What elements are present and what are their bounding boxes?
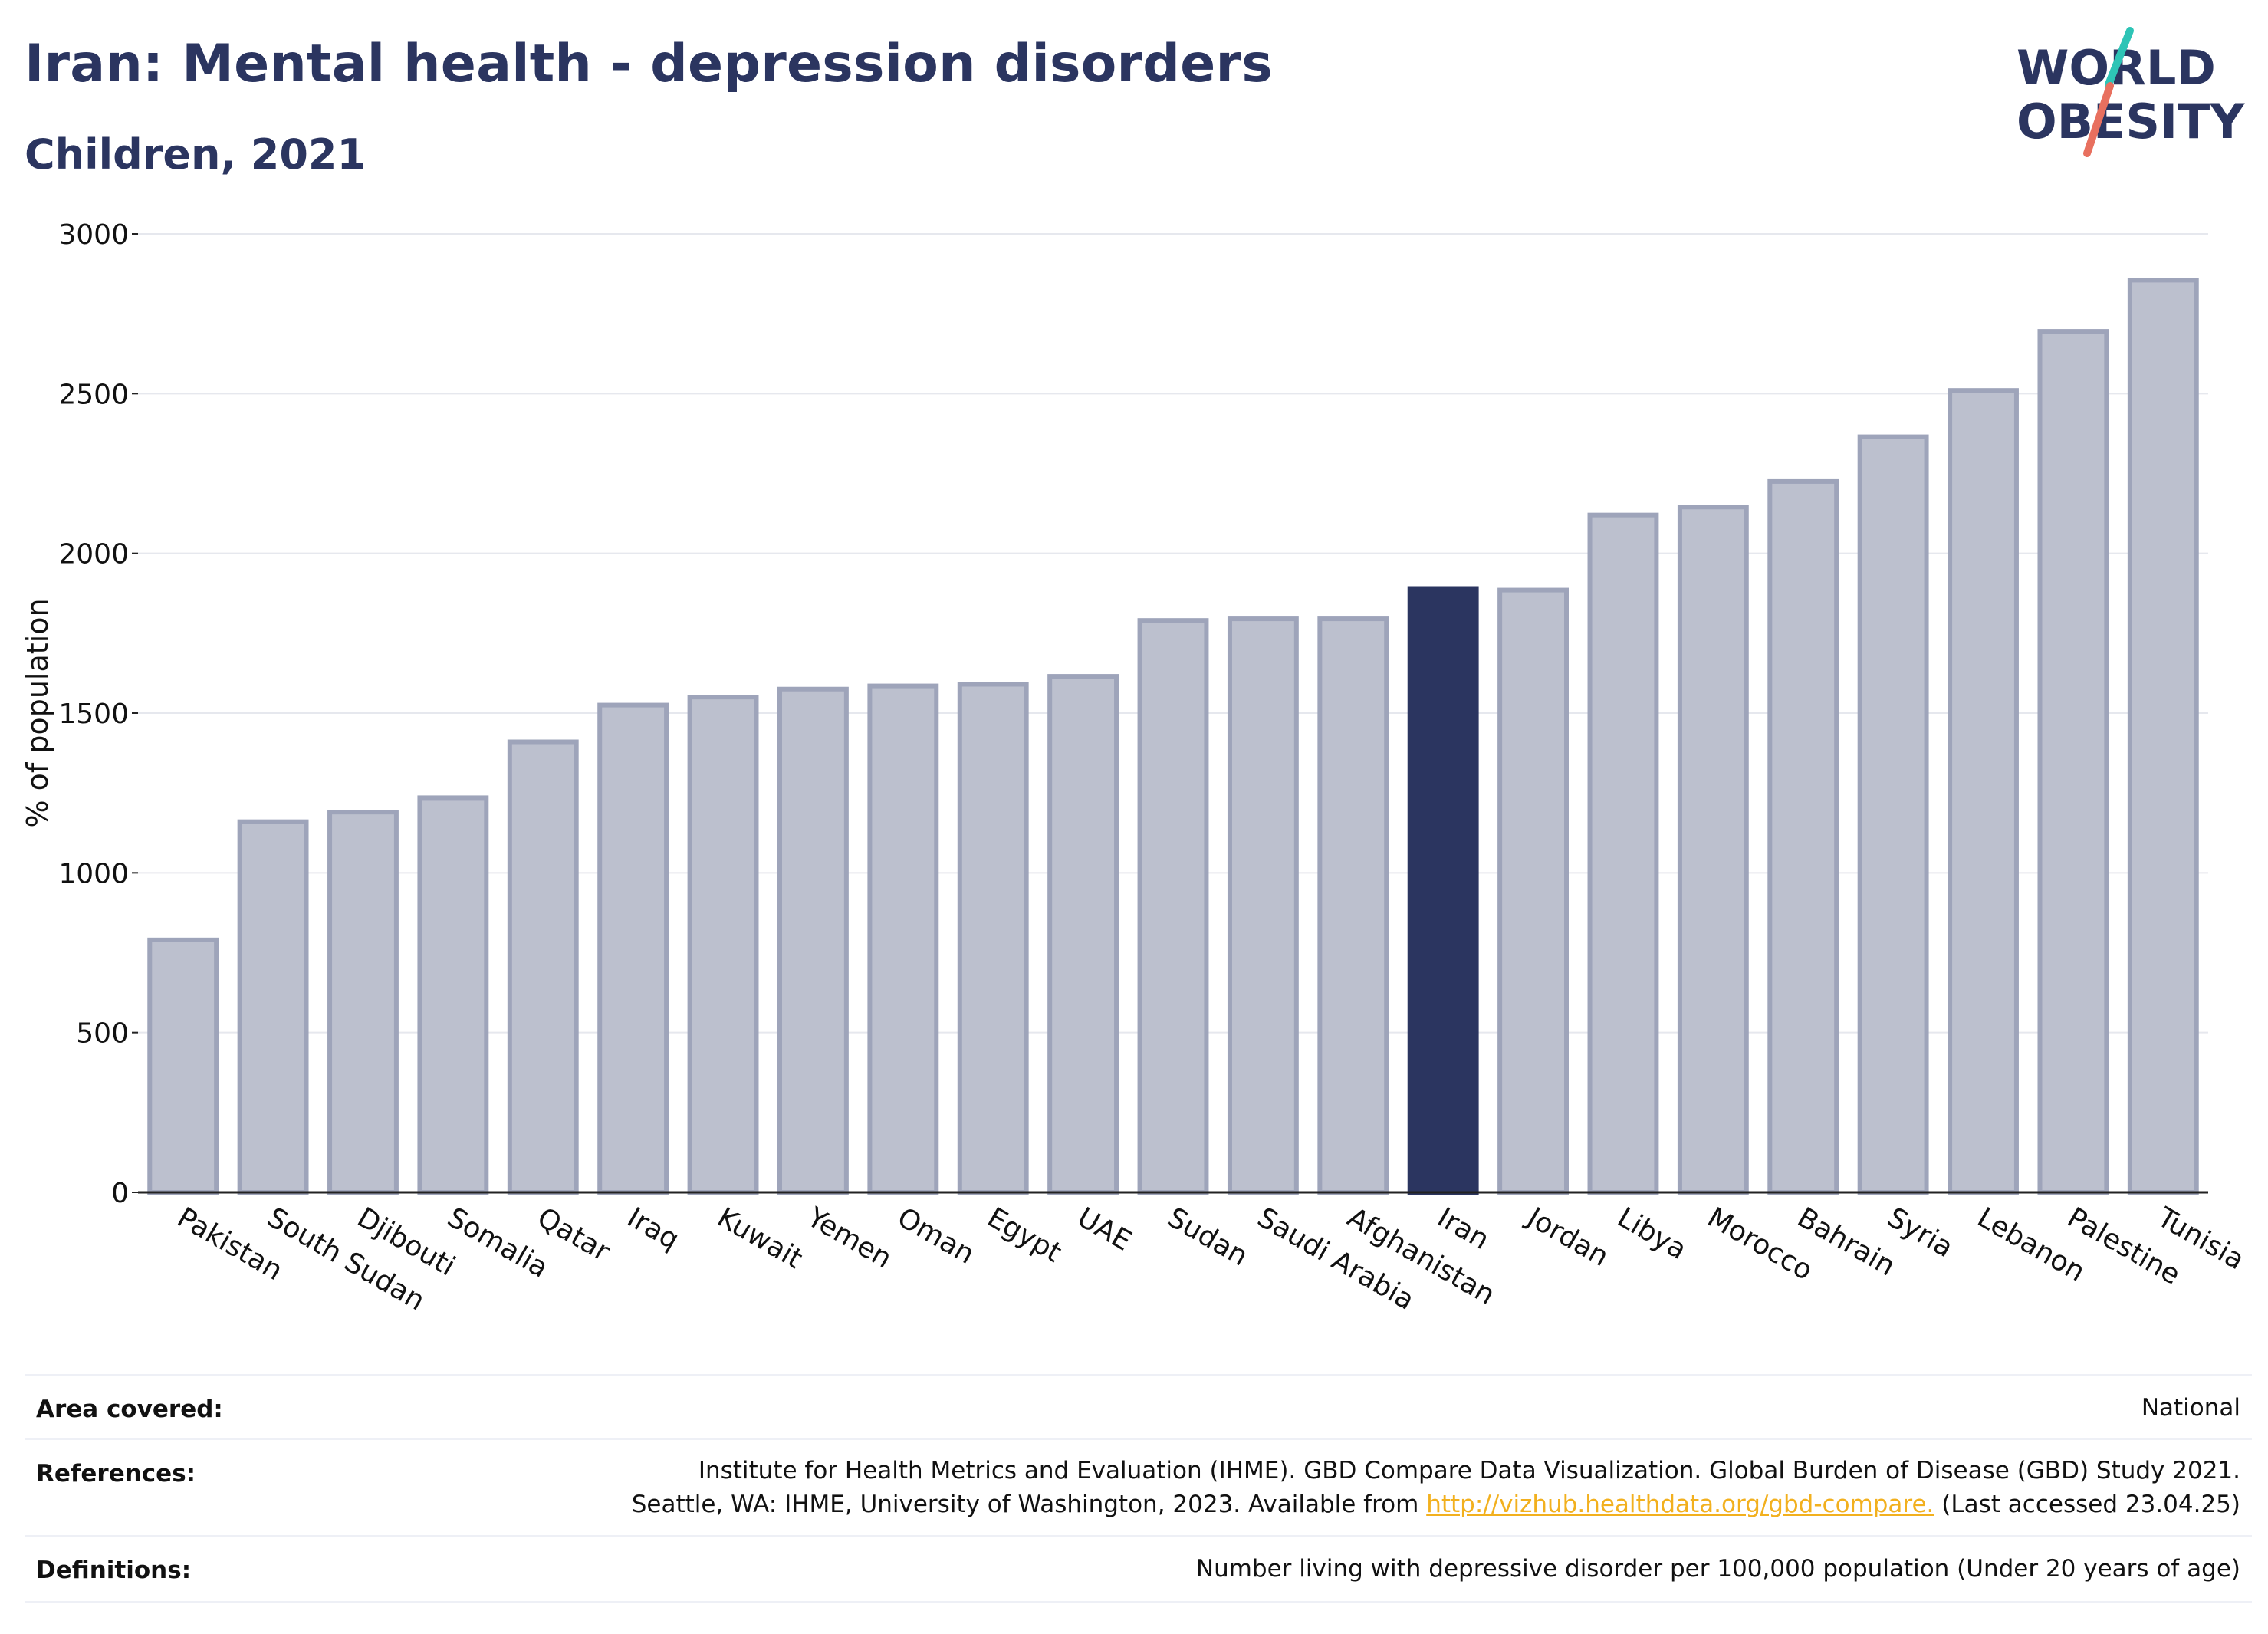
x-tick-label: Libya	[1612, 1202, 1691, 1266]
bar-syria	[1857, 434, 1929, 1195]
references-label: References:	[36, 1460, 196, 1488]
x-tick-label: Yemen	[801, 1202, 897, 1275]
x-tick-label: Somalia	[442, 1202, 553, 1284]
x-tick-label: Sudan	[1162, 1202, 1254, 1272]
bar-jordan	[1497, 587, 1570, 1195]
y-tick-label: 1500	[58, 699, 129, 730]
x-tick-label: Oman	[892, 1202, 979, 1271]
bar-iran	[1407, 586, 1479, 1195]
y-tick-label: 2000	[58, 539, 129, 570]
bar-afghanistan	[1317, 616, 1389, 1195]
x-tick-label: UAE	[1072, 1202, 1136, 1257]
bar-morocco	[1677, 505, 1749, 1195]
bar-djibouti	[327, 810, 399, 1195]
bar-egypt	[957, 682, 1029, 1195]
area-covered-label: Area covered:	[36, 1396, 223, 1423]
bar-libya	[1587, 512, 1659, 1195]
bar-palestine	[2037, 329, 2109, 1195]
area-covered-value: National	[2141, 1394, 2240, 1422]
bar-kuwait	[687, 695, 759, 1195]
definitions-label: Definitions:	[36, 1557, 192, 1584]
footer-row-definitions: Definitions: Number living with depressi…	[25, 1535, 2252, 1603]
page-subtitle: Children, 2021	[25, 130, 366, 179]
bar-uae	[1047, 674, 1119, 1195]
bar-oman	[867, 683, 939, 1195]
y-tick-label: 1000	[58, 858, 129, 889]
y-axis-label: % of population	[21, 598, 54, 827]
references-value: Institute for Health Metrics and Evaluat…	[632, 1454, 2240, 1521]
footer-row-references: References: Institute for Health Metrics…	[25, 1438, 2252, 1537]
logo-slash-coral	[2083, 82, 2114, 157]
x-tick-label: Jordan	[1520, 1201, 1613, 1273]
y-tick-label: 500	[76, 1018, 129, 1050]
bar-saudi-arabia	[1227, 616, 1299, 1195]
bar-somalia	[417, 795, 489, 1195]
bar-yemen	[777, 686, 849, 1195]
bars	[147, 278, 2199, 1195]
bar-pakistan	[147, 937, 219, 1195]
definitions-value: Number living with depressive disorder p…	[1195, 1555, 2240, 1583]
references-line2: Seattle, WA: IHME, University of Washing…	[631, 1491, 2240, 1518]
y-tick-label: 2500	[58, 379, 129, 410]
x-tick-label: Iraq	[622, 1202, 684, 1256]
x-tick-label: Iran	[1432, 1202, 1494, 1256]
bar-south-sudan	[237, 819, 309, 1195]
footer-table: Area covered: National References: Insti…	[25, 1374, 2252, 1604]
y-axis-ticks: 0 500 1000 1500 2000 2500 3000	[58, 219, 138, 1209]
bar-iraq	[597, 702, 669, 1195]
bar-sudan	[1137, 618, 1209, 1195]
logo-line2: OBESITY	[2017, 94, 2245, 150]
x-tick-label: Egypt	[982, 1202, 1067, 1268]
footer-row-area: Area covered: National	[25, 1374, 2252, 1440]
bar-bahrain	[1767, 478, 1839, 1195]
bar-tunisia	[2127, 278, 2199, 1195]
references-line1: Institute for Health Metrics and Evaluat…	[698, 1457, 2240, 1484]
bar-lebanon	[1948, 388, 2019, 1195]
logo-slash-teal	[2105, 27, 2134, 88]
y-tick-label: 0	[111, 1178, 129, 1209]
y-tick-label: 3000	[58, 219, 129, 251]
world-obesity-logo: WORLD OBESITY	[2017, 27, 2245, 157]
page-title: Iran: Mental health - depression disorde…	[25, 34, 1273, 94]
references-link[interactable]: http://vizhub.healthdata.org/gbd-compare…	[1426, 1491, 1934, 1518]
bar-qatar	[507, 739, 579, 1195]
x-tick-label: Kuwait	[712, 1202, 808, 1275]
